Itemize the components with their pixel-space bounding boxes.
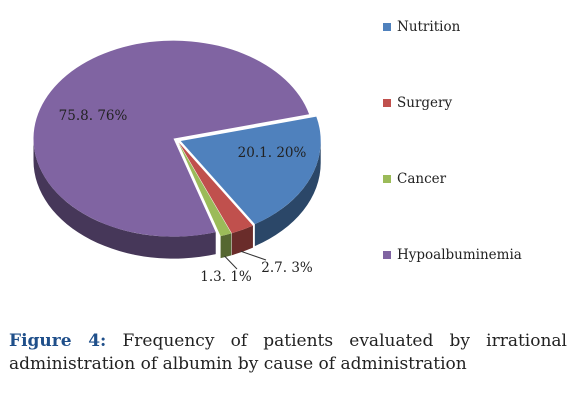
figure-caption: Figure 4: Frequency of patients evaluate…	[9, 330, 567, 376]
pie-slice-top	[33, 40, 310, 237]
legend-swatch-hypoalbuminemia	[383, 251, 391, 259]
pie-slice-side	[254, 141, 321, 247]
legend-item-cancer: Cancer	[383, 170, 568, 246]
legend-item-nutrition: Nutrition	[383, 18, 568, 94]
pie-chart: 20.1. 20% 2.7. 3% 1.3. 1% 75.8. 76%	[33, 40, 321, 285]
pie-slice-top	[180, 116, 321, 225]
leader-line	[240, 250, 267, 261]
leader-line	[224, 255, 238, 270]
pie-slice-side	[231, 225, 253, 256]
legend-label-cancer: Cancer	[397, 171, 447, 187]
legend-label-surgery: Surgery	[397, 95, 453, 111]
legend-item-hypoalbuminemia: Hypoalbuminemia	[383, 246, 568, 322]
pie-slice-nutrition	[180, 116, 321, 247]
legend: Nutrition Surgery Cancer Hypoalbuminemia	[383, 18, 568, 322]
data-label-hypoalbuminemia: 75.8. 76%	[59, 108, 128, 124]
legend-swatch-cancer	[383, 175, 391, 183]
pie-slice-top	[178, 142, 253, 234]
pie-slice-top	[178, 142, 232, 237]
data-label-surgery: 2.7. 3%	[261, 260, 313, 276]
legend-label-hypoalbuminemia: Hypoalbuminemia	[397, 247, 522, 263]
legend-label-nutrition: Nutrition	[397, 19, 461, 35]
pie-slice-side	[33, 138, 216, 259]
legend-swatch-surgery	[383, 99, 391, 107]
pie-slice-hypoalbuminemia	[33, 40, 310, 259]
pie-slice-surgery	[178, 142, 253, 256]
caption-text: Frequency of patients evaluated by irrat…	[9, 331, 567, 374]
pie-slice-cancer	[178, 142, 232, 259]
pie-slice-side	[220, 233, 232, 259]
legend-swatch-nutrition	[383, 23, 391, 31]
caption-label: Figure 4:	[9, 331, 107, 351]
data-label-nutrition: 20.1. 20%	[238, 145, 307, 161]
legend-item-surgery: Surgery	[383, 94, 568, 170]
data-label-cancer: 1.3. 1%	[200, 269, 252, 285]
